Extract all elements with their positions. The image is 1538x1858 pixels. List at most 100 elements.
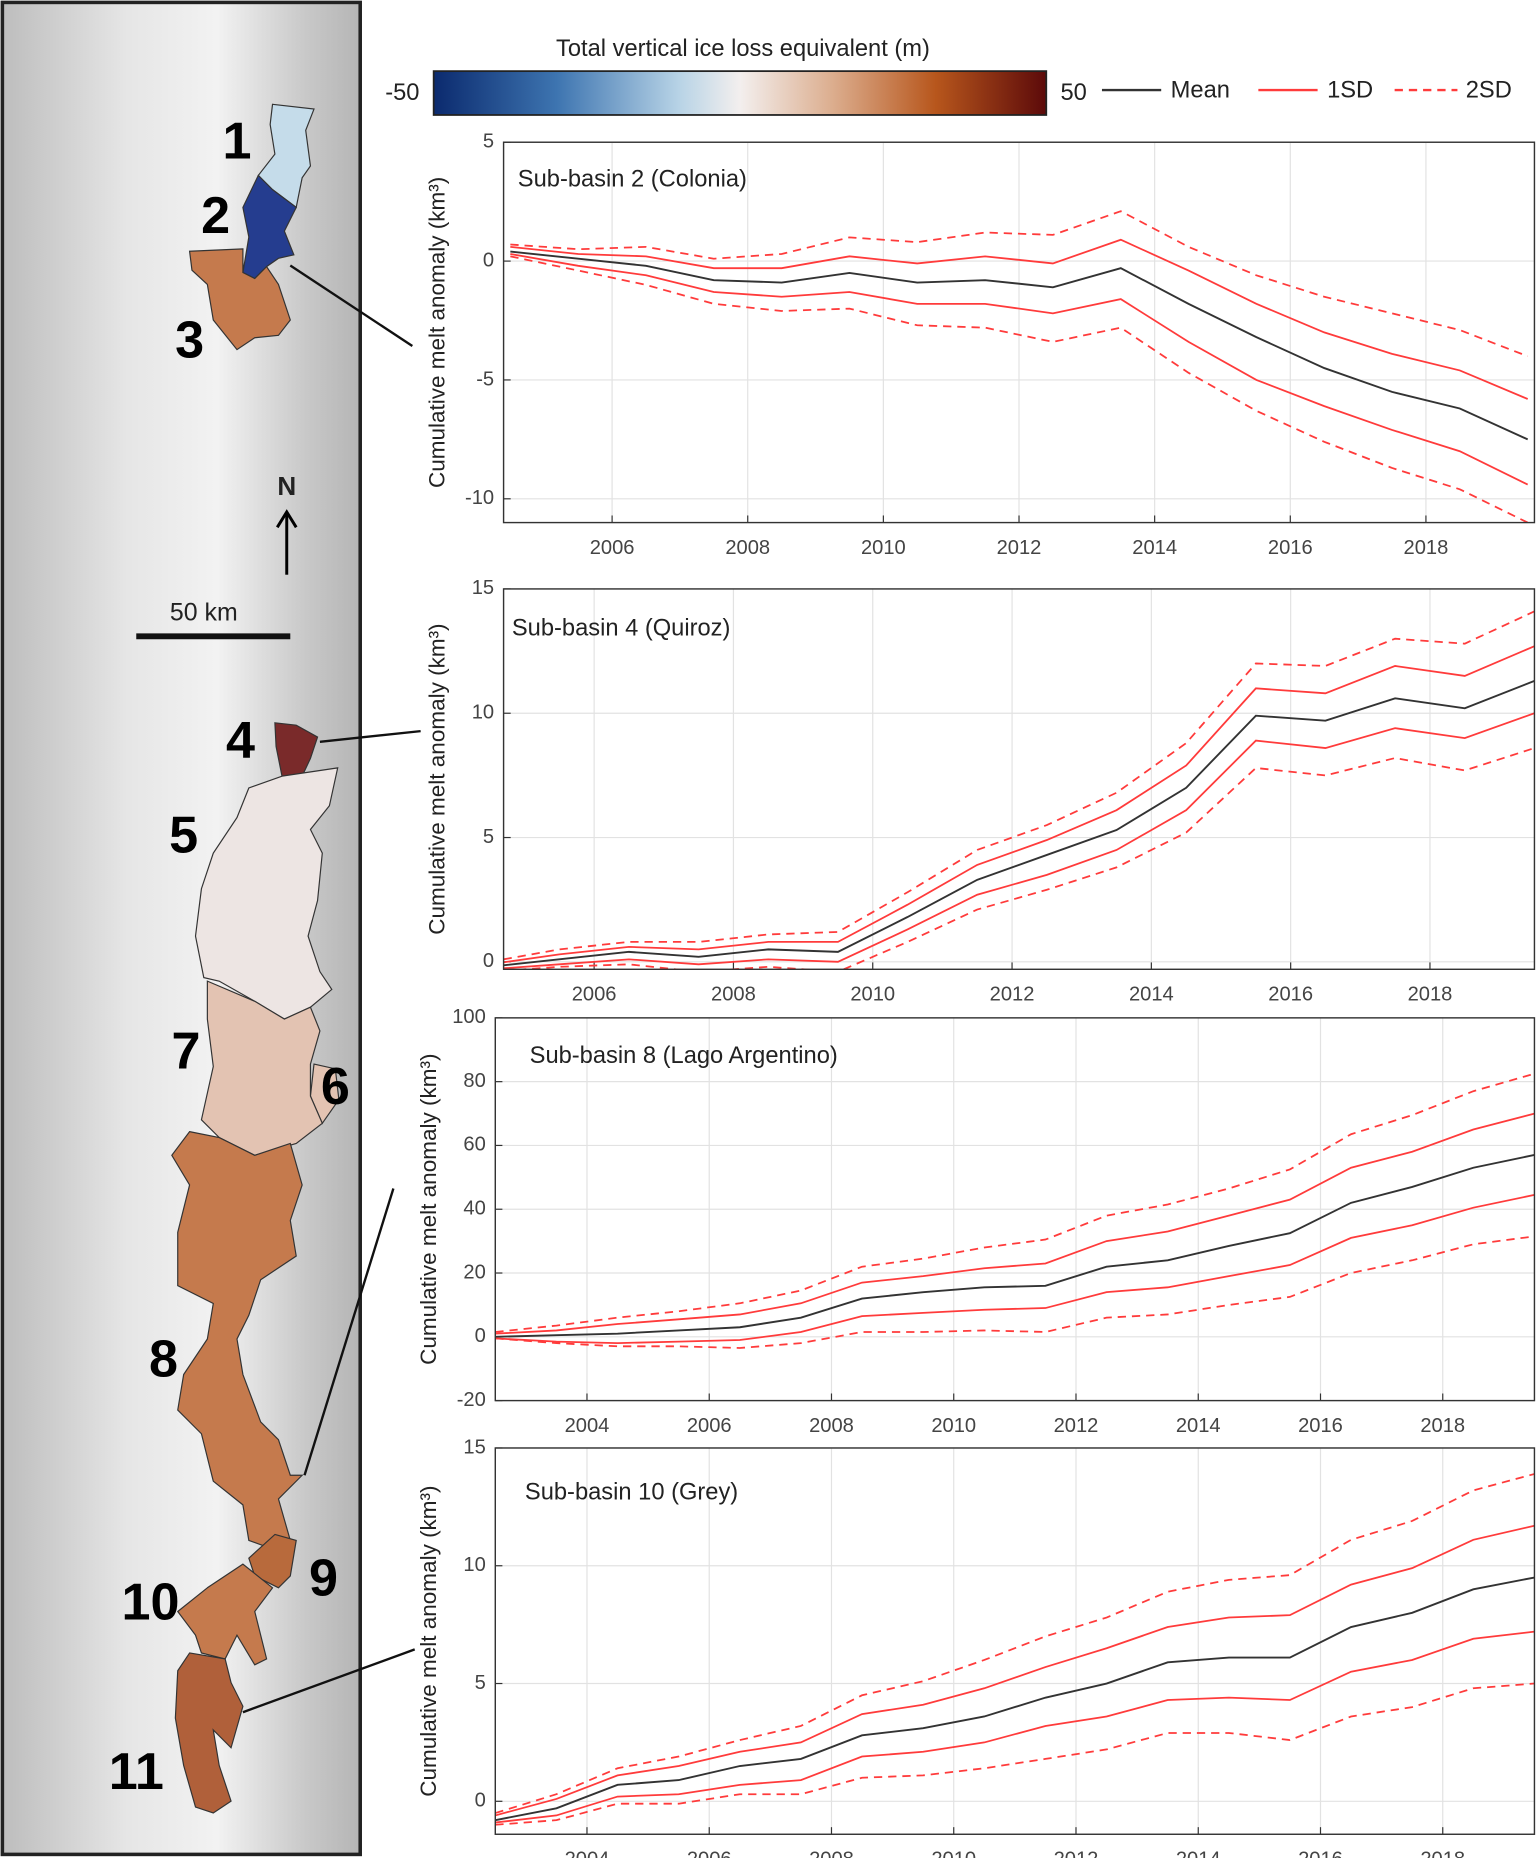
y-tick-label: -5 — [476, 368, 494, 390]
colorbar-title: Total vertical ice loss equivalent (m) — [556, 36, 930, 62]
x-tick-label: 2012 — [997, 537, 1042, 559]
x-tick-label: 2012 — [990, 984, 1035, 1006]
plot-frame — [502, 141, 1536, 524]
series-line — [495, 1072, 1535, 1333]
chart-title: Sub-basin 2 (Colonia) — [518, 166, 747, 192]
plot-area — [503, 588, 1535, 970]
map: 1 2 3 45 6 7 8 9 10 11 — [109, 103, 350, 1814]
x-tick-label: 2006 — [572, 984, 617, 1006]
y-tick-label: 10 — [463, 1554, 485, 1576]
colorbar — [432, 70, 1048, 116]
basin — [248, 1533, 297, 1589]
chart-title: Sub-basin 10 (Grey) — [525, 1479, 738, 1505]
basin-label: 11 — [109, 1743, 164, 1801]
x-tick-label: 2010 — [850, 984, 895, 1006]
north-arrow-head — [276, 509, 298, 529]
series-line — [495, 1524, 1535, 1817]
legend-label: 1SD — [1327, 78, 1373, 104]
x-tick-label: 2006 — [590, 537, 635, 559]
series-line — [495, 1576, 1535, 1822]
chart: 2004 2006 2008 2010 2012 2014 2016 2018 -20 0 20 40… — [416, 1006, 1536, 1437]
x-tick-label: 2004 — [565, 1849, 610, 1858]
y-tick-label: 10 — [472, 702, 494, 724]
chart-title: Sub-basin 4 (Quiroz) — [512, 615, 731, 641]
basin — [176, 1563, 274, 1666]
y-axis-label: Cumulative melt anomaly (km³) — [424, 623, 449, 934]
x-tick-label: 2006 — [687, 1415, 732, 1437]
y-tick-label: 5 — [475, 1672, 486, 1694]
basin-label: 4 — [226, 712, 255, 770]
connector — [289, 264, 413, 348]
basin-label: 7 — [172, 1022, 201, 1080]
x-tick-label: 2004 — [565, 1415, 610, 1437]
series-line — [495, 1154, 1535, 1338]
y-tick-label: 60 — [463, 1134, 485, 1156]
basin-label: 6 — [321, 1058, 350, 1116]
y-axis-label: Cumulative melt anomaly (km³) — [416, 1485, 441, 1796]
x-tick-label: 2008 — [725, 537, 770, 559]
scale-label: 50 km — [170, 598, 238, 626]
x-tick-label: 2010 — [931, 1415, 976, 1437]
north-label: N — [277, 471, 296, 501]
chart: 2006 2008 2010 2012 2014 2016 2018 -10 -5 0 5 Sub-b… — [424, 131, 1536, 559]
y-tick-label: 5 — [483, 826, 494, 848]
x-tick-label: 2016 — [1268, 984, 1313, 1006]
basin-label: 9 — [309, 1550, 338, 1608]
basin — [171, 1130, 304, 1551]
basin-label: 8 — [149, 1330, 178, 1388]
y-tick-label: 0 — [483, 249, 494, 271]
y-tick-label: -10 — [465, 487, 494, 509]
basin — [274, 722, 319, 777]
y-tick-label: 0 — [475, 1790, 486, 1812]
x-tick-label: 2018 — [1408, 984, 1453, 1006]
y-tick-label: 100 — [452, 1006, 486, 1028]
y-tick-label: 5 — [483, 131, 494, 153]
plot-area — [495, 1447, 1535, 1835]
series-line — [495, 1682, 1535, 1826]
basin-label: 10 — [121, 1573, 179, 1631]
basin-label: 3 — [175, 311, 204, 369]
y-tick-label: 80 — [463, 1070, 485, 1092]
connector — [242, 1648, 416, 1714]
y-tick-label: 0 — [483, 950, 494, 972]
x-tick-label: 2018 — [1420, 1415, 1465, 1437]
series-line — [510, 255, 1529, 523]
series-line — [495, 1112, 1535, 1335]
connectors — [242, 264, 421, 1714]
series-line — [510, 250, 1529, 441]
x-tick-label: 2016 — [1298, 1849, 1343, 1858]
colorbar-tick-label: 50 — [1060, 80, 1086, 106]
x-tick-label: 2014 — [1176, 1415, 1221, 1437]
basin — [174, 1652, 244, 1814]
x-tick-label: 2018 — [1404, 537, 1449, 559]
series-line — [495, 1473, 1535, 1814]
chart: 2006 2008 2010 2012 2014 2016 2018 0 5 10 15 Sub-ba… — [424, 577, 1536, 1006]
basin-label: 1 — [222, 112, 251, 170]
chart: 2004 2006 2008 2010 2012 2014 2016 2018 0 5 10 15 Su… — [416, 1436, 1536, 1858]
y-tick-label: 15 — [463, 1436, 485, 1458]
x-tick-label: 2018 — [1420, 1849, 1465, 1858]
plot-frame — [494, 1447, 1536, 1835]
y-tick-label: 20 — [463, 1261, 485, 1283]
y-tick-label: 15 — [472, 577, 494, 599]
series-line — [503, 645, 1535, 964]
connector — [303, 1188, 395, 1476]
basin — [242, 174, 297, 280]
series-line — [495, 1194, 1535, 1345]
series-line — [503, 610, 1535, 961]
x-tick-label: 2008 — [711, 984, 756, 1006]
plot-frame — [502, 588, 1536, 970]
x-tick-label: 2006 — [687, 1849, 732, 1858]
basin — [188, 248, 291, 351]
basin — [200, 980, 324, 1156]
series-line — [495, 1235, 1535, 1349]
x-tick-label: 2010 — [931, 1849, 976, 1858]
x-tick-label: 2016 — [1268, 537, 1313, 559]
plot-frame — [494, 1017, 1536, 1402]
x-tick-label: 2010 — [861, 537, 906, 559]
x-tick-label: 2016 — [1298, 1415, 1343, 1437]
chart-title: Sub-basin 8 (Lago Argentino) — [530, 1043, 838, 1069]
series-line — [495, 1630, 1535, 1824]
